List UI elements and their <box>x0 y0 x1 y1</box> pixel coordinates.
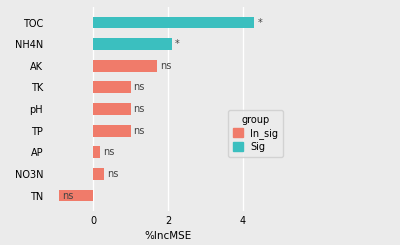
Text: ns: ns <box>107 169 119 179</box>
Legend: In_sig, Sig: In_sig, Sig <box>228 110 283 157</box>
Bar <box>93 168 104 180</box>
Bar <box>59 190 93 201</box>
Text: ns: ns <box>62 191 74 200</box>
Text: ns: ns <box>103 147 114 157</box>
Text: ns: ns <box>134 126 145 136</box>
Text: *: * <box>175 39 180 49</box>
Bar <box>93 103 130 115</box>
Bar <box>93 60 157 72</box>
Bar <box>93 17 254 28</box>
Text: ns: ns <box>160 61 171 71</box>
Bar <box>93 81 130 93</box>
Bar <box>93 38 172 50</box>
Bar <box>93 146 100 158</box>
Bar <box>93 125 130 137</box>
Text: *: * <box>257 18 262 27</box>
X-axis label: %IncMSE: %IncMSE <box>144 231 192 241</box>
Text: ns: ns <box>134 82 145 92</box>
Text: ns: ns <box>134 104 145 114</box>
